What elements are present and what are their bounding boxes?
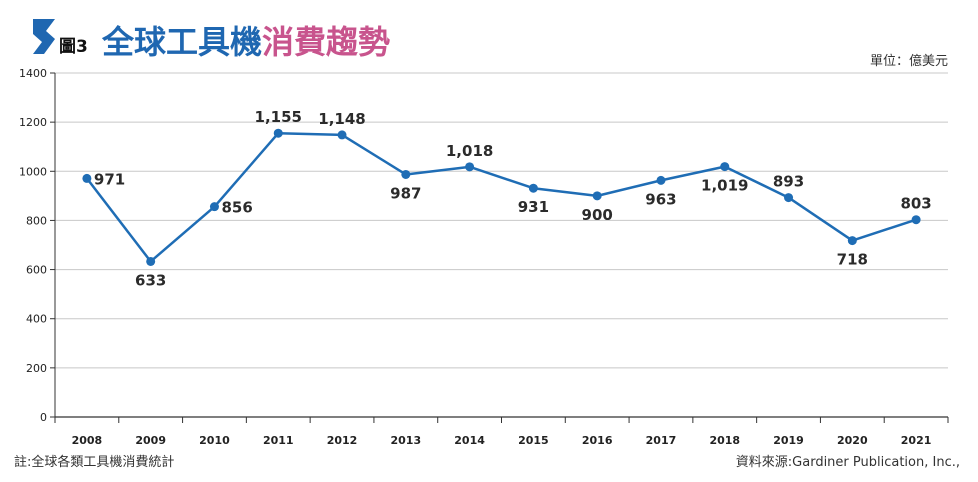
y-tick-label: 600 [26, 264, 47, 277]
x-tick-label: 2014 [454, 434, 485, 447]
unit-label: 單位：億美元 [870, 53, 948, 69]
data-point [465, 162, 475, 172]
x-tick-label: 2011 [263, 434, 294, 447]
data-label: 633 [135, 271, 166, 289]
chart-title: 全球工具機消費趨勢 [101, 23, 390, 61]
x-tick-label: 2020 [837, 434, 868, 447]
y-tick-label: 1200 [19, 116, 47, 129]
data-label: 931 [518, 198, 549, 216]
data-label: 900 [582, 206, 613, 224]
data-label: 893 [773, 173, 804, 191]
data-label: 1,019 [701, 177, 748, 195]
series-layer [82, 128, 921, 266]
y-tick-label: 1400 [19, 67, 47, 80]
data-label: 1,155 [255, 108, 302, 126]
x-tick-label: 2017 [646, 434, 677, 447]
y-tick-label: 200 [26, 362, 47, 375]
data-point [401, 169, 411, 179]
chart-footer: 註:全球各類工具機消費統計 資料來源:Gardiner Publication,… [14, 454, 960, 470]
data-label: 1,018 [446, 142, 493, 160]
footnote: 註:全球各類工具機消費統計 [14, 454, 174, 470]
data-label-layer: 971 633 856 1,155 1,148 987 1,018 931 900 963 1,01… [94, 108, 932, 289]
y-tick-label: 1000 [19, 165, 47, 178]
data-point [528, 183, 538, 193]
source-note: 資料來源:Gardiner Publication, Inc., [736, 455, 960, 470]
x-tick-label: 2016 [582, 434, 613, 447]
data-label: 856 [221, 199, 252, 217]
data-label: 803 [900, 195, 931, 213]
data-point [911, 215, 921, 225]
figure-label: 圖3 [59, 37, 88, 57]
data-label: 971 [94, 170, 125, 188]
data-point [273, 128, 283, 138]
data-point [82, 173, 92, 183]
data-label: 987 [390, 184, 421, 202]
data-point [592, 191, 602, 201]
data-point [784, 193, 794, 203]
series-line [85, 131, 917, 263]
x-tick-label: 2009 [135, 434, 166, 447]
s-logo-icon [33, 19, 55, 54]
data-point [209, 202, 219, 212]
x-tick-label: 2013 [391, 434, 422, 447]
axis-layer: 0 200 400 600 800 1000 1200 1400 2008 2009 2010 201… [19, 67, 949, 447]
y-tick-label: 0 [40, 411, 47, 424]
data-point [146, 256, 156, 266]
data-point [337, 130, 347, 140]
x-tick-label: 2010 [199, 434, 230, 447]
x-tick-label: 2012 [327, 434, 358, 447]
y-tick-label: 400 [26, 313, 47, 326]
data-point [656, 175, 666, 185]
data-label: 963 [645, 190, 676, 208]
grid-layer [55, 72, 948, 369]
data-point [720, 162, 730, 172]
x-tick-label: 2008 [72, 434, 103, 447]
y-tick-label: 800 [26, 214, 47, 227]
data-point [847, 236, 857, 246]
data-label: 718 [837, 251, 868, 269]
x-tick-label: 2021 [901, 434, 932, 447]
chart-title-part1: 全球工具機 [101, 23, 262, 61]
chart-title-part2: 消費趨勢 [262, 23, 390, 61]
x-tick-label: 2018 [709, 434, 740, 447]
data-label: 1,148 [318, 110, 365, 128]
x-tick-label: 2019 [773, 434, 804, 447]
chart-header: 圖3 全球工具機消費趨勢 單位：億美元 [33, 19, 948, 69]
x-tick-label: 2015 [518, 434, 549, 447]
